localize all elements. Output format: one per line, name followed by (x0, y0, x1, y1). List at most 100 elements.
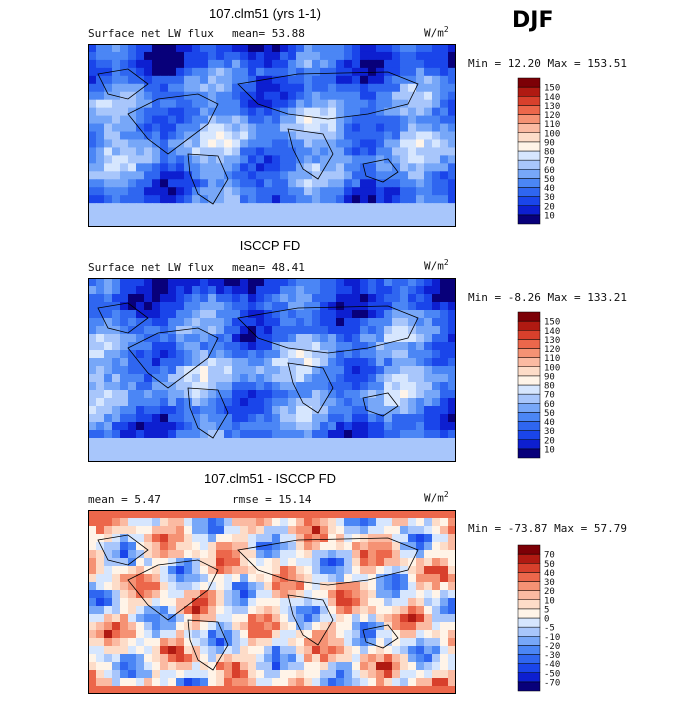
map-cell (232, 75, 241, 85)
map-cell (144, 342, 153, 351)
map-cell (392, 454, 401, 463)
map-cell (136, 510, 145, 519)
map-cell (288, 390, 297, 399)
map-cell (240, 83, 249, 93)
map-cell (192, 310, 201, 319)
map-cell (96, 294, 105, 303)
map-cell (184, 179, 193, 188)
map-cell (208, 326, 217, 335)
map-cell (144, 654, 153, 663)
map-cell (432, 438, 441, 447)
map-cell (288, 678, 297, 687)
map-cell (176, 598, 185, 607)
map-cell (448, 44, 457, 53)
map-cell (96, 51, 105, 61)
map-cell (216, 219, 225, 228)
map-cell (336, 446, 345, 455)
map-cell (440, 366, 449, 375)
map-cell (224, 131, 233, 141)
map-cell (328, 51, 337, 61)
map-cell (264, 278, 273, 287)
map-cell (248, 179, 257, 188)
map-cell (352, 678, 361, 687)
map-cell (304, 390, 313, 399)
map-cell (416, 294, 425, 303)
map-cell (448, 590, 457, 599)
map-cell (168, 99, 177, 109)
map-cell (432, 366, 441, 375)
map-cell (384, 422, 393, 431)
map-cell (136, 163, 145, 172)
map-cell (208, 44, 217, 53)
map-cell (192, 614, 201, 623)
map-cell (224, 147, 233, 156)
map-cell (344, 326, 353, 335)
map-cell (128, 686, 137, 695)
map-cell (320, 59, 329, 69)
map-cell (400, 630, 409, 639)
map-cell (168, 606, 177, 615)
map-cell (352, 414, 361, 423)
map-cell (360, 374, 369, 383)
map-cell (152, 630, 161, 639)
panel3-rmse: rmse = 15.14 (232, 493, 312, 506)
map-cell (240, 326, 249, 335)
map-cell (128, 438, 137, 447)
map-cell (328, 59, 337, 69)
map-cell (224, 139, 233, 149)
map-cell (192, 334, 201, 343)
map-cell (384, 342, 393, 351)
map-cell (384, 614, 393, 623)
map-cell (376, 147, 385, 156)
map-cell (248, 91, 257, 101)
map-cell (376, 398, 385, 407)
map-cell (408, 187, 417, 196)
map-cell (304, 115, 313, 125)
map-cell (296, 430, 305, 439)
map-cell (392, 44, 401, 53)
map-cell (384, 211, 393, 220)
map-cell (200, 171, 209, 180)
map-cell (232, 534, 241, 543)
map-cell (296, 75, 305, 85)
map-cell (152, 107, 161, 117)
map-cell (328, 187, 337, 196)
map-cell (432, 83, 441, 93)
map-cell (200, 678, 209, 687)
map-cell (272, 139, 281, 149)
map-cell (376, 187, 385, 196)
colorbar-swatch (517, 672, 541, 683)
map-cell (320, 163, 329, 172)
map-cell (288, 44, 297, 53)
map-cell (352, 334, 361, 343)
map-cell (384, 622, 393, 631)
map-cell (440, 278, 449, 287)
map-cell (368, 123, 377, 133)
map-cell (328, 510, 337, 519)
map-cell (416, 438, 425, 447)
map-cell (336, 91, 345, 101)
map-cell (424, 534, 433, 543)
map-cell (232, 67, 241, 77)
map-cell (280, 526, 289, 535)
map-cell (440, 99, 449, 109)
map-cell (168, 350, 177, 359)
map-cell (320, 678, 329, 687)
colorbar-tick-label: 10 (544, 445, 555, 455)
map-cell (312, 414, 321, 423)
map-cell (424, 446, 433, 455)
map-cell (152, 302, 161, 311)
map-cell (304, 430, 313, 439)
map-cell (136, 75, 145, 85)
map-cell (272, 446, 281, 455)
map-cell (440, 179, 449, 188)
map-cell (128, 630, 137, 639)
colorbar-tick-label: 40 (544, 418, 555, 428)
map-cell (240, 662, 249, 671)
map-cell (200, 318, 209, 327)
map-cell (88, 582, 97, 591)
map-cell (224, 326, 233, 335)
map-cell (176, 211, 185, 220)
map-cell (200, 510, 209, 519)
map-cell (104, 542, 113, 551)
